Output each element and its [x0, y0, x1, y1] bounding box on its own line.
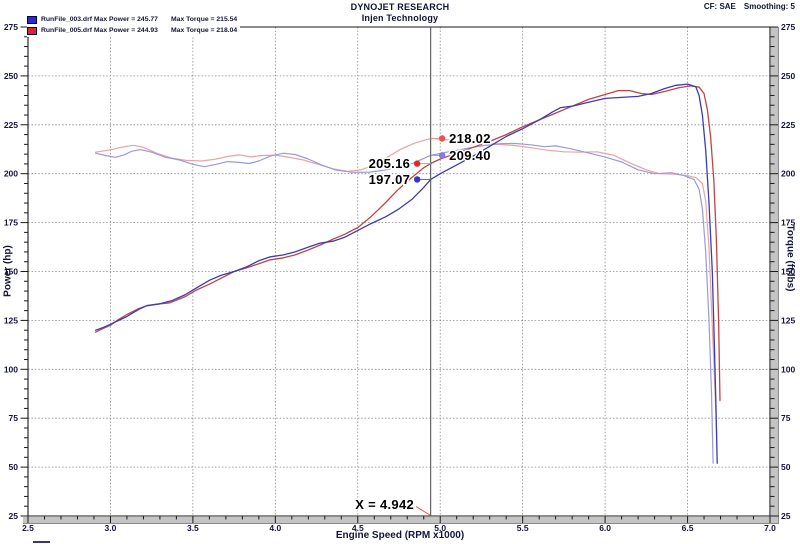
y-right-tick-label: 75 [781, 413, 791, 423]
y-left-tick-label: 75 [9, 413, 19, 423]
x-axis-bar [23, 517, 779, 523]
callout-value: 209.40 [449, 148, 491, 163]
callout-dot [438, 135, 446, 142]
y-right-tick-label: 175 [781, 218, 795, 228]
y-axis-label-power: Power (hp) [2, 245, 14, 297]
callout-dot [413, 160, 421, 167]
x-tick-label: 6.0 [599, 523, 611, 533]
y-right-tick-label: 150 [781, 267, 795, 277]
y-left-tick-label: 200 [4, 169, 18, 179]
y-left-tick-label: 225 [4, 120, 18, 130]
y-left-tick-label: 125 [4, 315, 18, 325]
x-tick-label: 5.0 [434, 523, 446, 533]
runfile005-torque-curve [94, 137, 718, 437]
x-tick-label: 3.5 [187, 523, 199, 533]
runfile003-power-curve [94, 83, 718, 464]
legend-row-runfile003[interactable]: RunFile_003.drf Max Power = 245.77 Max T… [27, 14, 237, 25]
runfile003-color-swatch [27, 15, 37, 24]
y-right-tick-label: 125 [781, 315, 795, 325]
legend-runfile005-torque-label: Max Torque = 218.04 [171, 27, 238, 34]
y-right-tick-label: 225 [781, 120, 795, 130]
y-left-tick-label: 25 [9, 511, 19, 521]
y-left-tick-label: 250 [4, 71, 18, 81]
y-right-tick-label: 50 [781, 462, 791, 472]
cropped-legend-swatch [33, 541, 50, 543]
run-legend: RunFile_003.drf Max Power = 245.77 Max T… [27, 14, 241, 37]
page-title: DYNOJET RESEARCH [350, 2, 450, 12]
callout-value: 218.02 [449, 131, 491, 146]
runfile005-color-swatch [27, 26, 37, 35]
callout-dot [438, 152, 446, 159]
page-subtitle: Injen Technology [361, 13, 439, 23]
x-tick-label: 5.5 [517, 523, 529, 533]
cursor-x-value: X = 4.942 [355, 497, 414, 512]
x-tick-label: 7.0 [764, 523, 776, 533]
y-left-tick-label: 150 [4, 267, 18, 277]
x-tick-label: 4.5 [352, 523, 364, 533]
legend-runfile003-torque-label: Max Torque = 215.54 [171, 16, 238, 23]
cursor-label-leader [415, 506, 431, 516]
y-left-tick-label: 175 [4, 218, 18, 228]
legend-runfile003-power-label: RunFile_003.drf Max Power = 245.77 [41, 16, 158, 23]
y-right-tick-label: 200 [781, 169, 795, 179]
callout-value: 205.16 [369, 156, 411, 171]
y-left-tick-label: 50 [9, 462, 19, 472]
y-right-tick-label: 100 [781, 364, 795, 374]
correction-factor-label: CF: SAE [703, 2, 736, 11]
legend-row-runfile005[interactable]: RunFile_005.drf Max Power = 244.93 Max T… [27, 25, 237, 36]
callout-dot [413, 176, 421, 183]
x-tick-label: 2.5 [22, 523, 34, 533]
x-tick-label: 3.0 [105, 523, 117, 533]
legend-runfile005-power-label: RunFile_005.drf Max Power = 244.93 [41, 27, 158, 34]
y-left-tick-label: 275 [4, 22, 18, 32]
runfile005-power-curve [94, 85, 721, 402]
runfile003-torque-curve [94, 142, 714, 464]
correction-info: CF: SAE Smoothing: 5 [704, 2, 795, 11]
x-tick-label: 4.0 [269, 523, 281, 533]
y-right-tick-label: 250 [781, 71, 795, 81]
x-tick-label: 6.5 [682, 523, 694, 533]
y-right-tick-label: 25 [781, 511, 791, 521]
callout-value: 197.07 [369, 172, 411, 187]
x-axis-label: Engine Speed (RPM x1000) [335, 530, 465, 541]
smoothing-label: Smoothing: 5 [743, 2, 795, 11]
y-axis-label-torque: Torque (ft-lbs) [784, 224, 796, 292]
right-axis-bar [771, 27, 778, 523]
y-left-tick-label: 100 [4, 364, 18, 374]
y-right-tick-label: 275 [781, 22, 795, 32]
